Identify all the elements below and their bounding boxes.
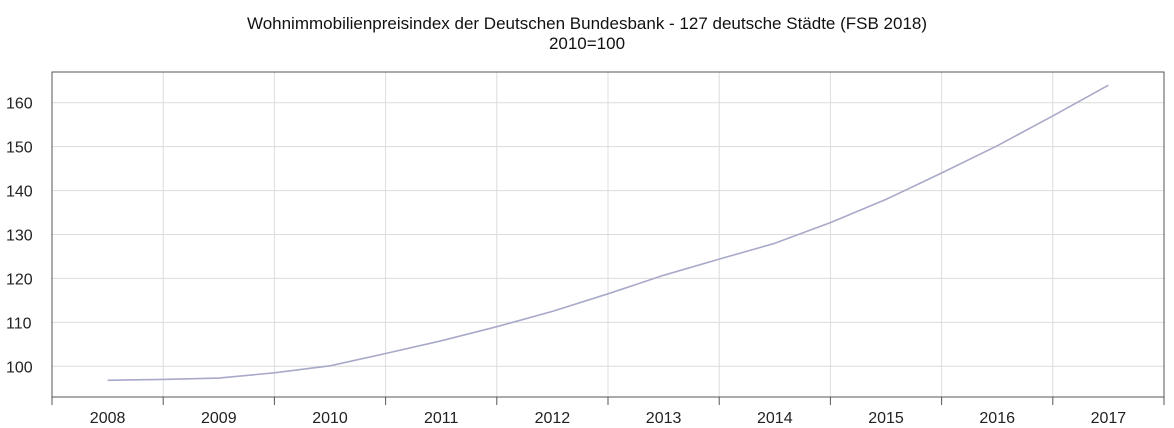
x-tick-label: 2015 <box>868 410 904 427</box>
y-tick-label: 100 <box>6 359 33 376</box>
grid-lines <box>52 72 1164 397</box>
x-tick-label: 2010 <box>312 410 348 427</box>
y-tick-label: 110 <box>6 315 32 332</box>
x-tick-label: 2008 <box>90 410 126 427</box>
x-tick-label: 2016 <box>979 410 1015 427</box>
x-tick-label: 2012 <box>535 410 571 427</box>
series-layer <box>107 84 1109 382</box>
x-tick-label: 2013 <box>646 410 682 427</box>
x-tick-label: 2014 <box>757 410 793 427</box>
chart-subtitle-text: 2010=100 <box>548 34 626 53</box>
x-tick-label: 2017 <box>1091 410 1127 427</box>
y-tick-label: 160 <box>6 96 33 113</box>
y-tick-label: 140 <box>6 184 33 201</box>
x-tick-label: 2011 <box>424 410 459 427</box>
chart-title: Wohnimmobilienpreisindex der Deutschen B… <box>0 14 1174 54</box>
chart-title-text: Wohnimmobilienpreisindex der Deutschen B… <box>246 14 928 33</box>
y-tick-label: 120 <box>6 271 33 288</box>
y-tick-label: 130 <box>6 228 33 245</box>
x-tick-label: 2009 <box>201 410 237 427</box>
x-axis-ticks: 2008 2009 2010 2011 2012 2013 2014 2015 2016 2017 <box>51 397 1165 427</box>
y-tick-label: 150 <box>6 140 33 157</box>
series-line <box>107 84 1109 382</box>
y-axis-ticks: 100 110 120 130 140 150 160 <box>6 96 33 377</box>
